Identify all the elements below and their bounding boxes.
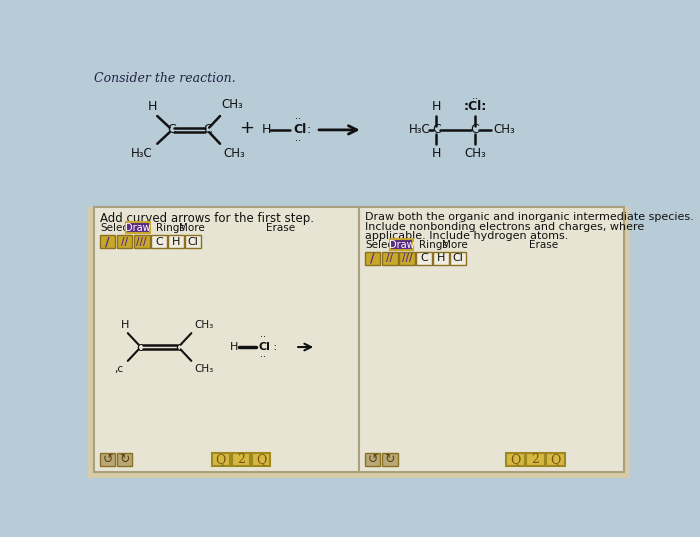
Text: ··: ·· xyxy=(295,114,304,124)
Bar xyxy=(168,235,183,249)
Text: C: C xyxy=(420,253,428,264)
Text: ··: ·· xyxy=(260,332,266,342)
Text: C: C xyxy=(167,124,176,136)
Text: H₃C: H₃C xyxy=(131,147,153,160)
Bar xyxy=(416,251,432,265)
Text: H: H xyxy=(432,100,441,113)
Text: Add curved arrows for the first step.: Add curved arrows for the first step. xyxy=(100,212,314,226)
Bar xyxy=(211,453,230,466)
Bar xyxy=(390,239,413,250)
Text: 2: 2 xyxy=(237,453,245,466)
Text: 2: 2 xyxy=(531,453,540,466)
Bar xyxy=(358,207,624,472)
Text: Rings: Rings xyxy=(155,223,185,233)
Text: CH₃: CH₃ xyxy=(222,98,244,111)
Text: Q: Q xyxy=(550,453,561,466)
Text: C: C xyxy=(432,124,440,136)
Bar xyxy=(546,453,565,466)
Text: H: H xyxy=(120,320,129,330)
Bar xyxy=(433,251,449,265)
Text: ,c: ,c xyxy=(114,364,123,374)
Text: Select: Select xyxy=(100,223,132,233)
Text: H: H xyxy=(148,100,158,113)
Bar xyxy=(151,235,167,249)
Text: Cl: Cl xyxy=(293,124,306,136)
Text: H: H xyxy=(172,236,180,246)
Text: ///: /// xyxy=(402,253,412,264)
Bar xyxy=(526,453,545,466)
Text: More: More xyxy=(442,240,468,250)
Text: H: H xyxy=(432,147,441,160)
Text: H₃C: H₃C xyxy=(409,124,431,136)
Bar xyxy=(382,251,398,265)
Text: C: C xyxy=(203,124,212,136)
Text: Draw: Draw xyxy=(125,223,150,233)
Text: More: More xyxy=(179,223,204,233)
Text: ↺: ↺ xyxy=(368,453,378,466)
Bar xyxy=(252,453,270,466)
Text: Erase: Erase xyxy=(529,240,559,250)
Text: CH₃: CH₃ xyxy=(195,320,214,330)
Text: Include nonbonding electrons and charges, where: Include nonbonding electrons and charges… xyxy=(365,222,644,231)
Bar xyxy=(185,235,201,249)
Text: applicable. Include hydrogen atoms.: applicable. Include hydrogen atoms. xyxy=(365,231,568,241)
Text: +: + xyxy=(239,119,254,137)
Text: :: : xyxy=(307,124,311,136)
Text: Cl: Cl xyxy=(259,342,271,352)
Bar xyxy=(117,235,132,249)
Bar xyxy=(100,453,116,466)
Text: ↺: ↺ xyxy=(102,453,113,466)
Text: Erase: Erase xyxy=(266,223,295,233)
Text: CH₃: CH₃ xyxy=(223,147,245,160)
Text: :: : xyxy=(270,342,276,352)
Text: Q: Q xyxy=(510,453,521,466)
Text: c: c xyxy=(176,340,183,353)
Text: /: / xyxy=(105,235,110,248)
Text: ··: ·· xyxy=(260,352,266,362)
Text: c: c xyxy=(136,340,144,353)
Bar xyxy=(100,235,116,249)
Text: H: H xyxy=(437,253,445,264)
Text: Draw: Draw xyxy=(389,240,414,250)
Text: C: C xyxy=(470,124,480,136)
Text: :Cl:: :Cl: xyxy=(463,100,486,113)
Text: /: / xyxy=(370,252,375,265)
Bar xyxy=(117,453,132,466)
Text: Consider the reaction.: Consider the reaction. xyxy=(94,72,235,85)
Bar xyxy=(134,235,150,249)
Text: Cl: Cl xyxy=(452,253,463,264)
Text: H: H xyxy=(230,342,239,352)
Text: ··: ·· xyxy=(472,95,478,105)
Bar xyxy=(399,251,414,265)
Text: Q: Q xyxy=(256,453,266,466)
Text: Rings: Rings xyxy=(419,240,448,250)
Bar xyxy=(450,251,466,265)
Text: Q: Q xyxy=(216,453,226,466)
Bar xyxy=(382,453,398,466)
Text: H: H xyxy=(262,124,272,136)
Text: ↻: ↻ xyxy=(384,453,395,466)
Bar xyxy=(365,453,381,466)
Text: ↻: ↻ xyxy=(120,453,130,466)
Text: ··: ·· xyxy=(295,136,304,146)
Text: CH₃: CH₃ xyxy=(494,124,515,136)
Text: C: C xyxy=(155,236,162,246)
Bar xyxy=(94,207,358,472)
Text: //: // xyxy=(121,236,128,246)
Text: Draw both the organic and inorganic intermediate species.: Draw both the organic and inorganic inte… xyxy=(365,212,694,222)
Text: Cl: Cl xyxy=(188,236,198,246)
Text: CH₃: CH₃ xyxy=(464,147,486,160)
Text: Select: Select xyxy=(365,240,397,250)
Bar xyxy=(506,453,524,466)
Bar xyxy=(94,207,624,472)
Bar xyxy=(232,453,251,466)
Bar xyxy=(365,251,381,265)
Text: //: // xyxy=(386,253,393,264)
Bar xyxy=(126,222,150,233)
Text: CH₃: CH₃ xyxy=(195,364,214,374)
Bar xyxy=(88,207,630,478)
Text: ///: /// xyxy=(136,236,147,246)
